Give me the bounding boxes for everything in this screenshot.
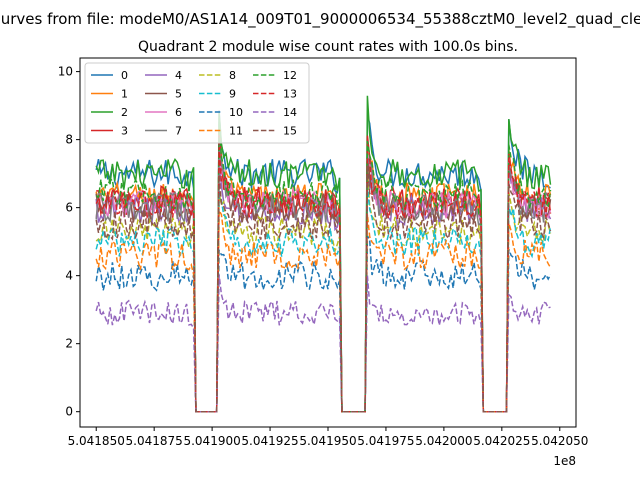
x-tick-label: 5.042050 xyxy=(531,434,588,448)
x-offset-label: 1e8 xyxy=(553,454,576,468)
x-tick-label: 5.041950 xyxy=(299,434,356,448)
y-tick-label: 0 xyxy=(65,405,73,419)
y-tick-label: 8 xyxy=(65,133,73,147)
legend-label: 12 xyxy=(283,69,297,82)
legend-label: 15 xyxy=(283,125,297,138)
chart-suptitle: Light curves from file: modeM0/AS1A14_00… xyxy=(0,10,640,29)
series-line-2 xyxy=(95,95,552,413)
y-tick-label: 10 xyxy=(58,65,73,79)
legend-label: 5 xyxy=(175,88,182,101)
legend-label: 13 xyxy=(283,88,297,101)
series-line-7 xyxy=(95,145,551,413)
legend-label: 14 xyxy=(283,106,297,119)
series-layer xyxy=(95,95,552,413)
y-tick-label: 2 xyxy=(65,337,73,351)
series-line-13 xyxy=(95,147,552,413)
legend-label: 9 xyxy=(229,88,236,101)
x-tick-label: 5.042000 xyxy=(415,434,472,448)
legend-label: 1 xyxy=(121,88,128,101)
legend-label: 4 xyxy=(175,69,182,82)
series-line-15 xyxy=(95,165,552,413)
legend-label: 3 xyxy=(121,125,128,138)
legend-label: 7 xyxy=(175,125,182,138)
legend-label: 11 xyxy=(229,125,243,138)
y-tick-label: 6 xyxy=(65,201,73,215)
x-tick-label: 5.041925 xyxy=(241,434,298,448)
legend-label: 8 xyxy=(229,69,236,82)
legend-label: 10 xyxy=(229,106,243,119)
x-tick-label: 5.041975 xyxy=(357,434,414,448)
x-tick-label: 5.041900 xyxy=(183,434,240,448)
legend-label: 6 xyxy=(175,106,182,119)
y-tick-label: 4 xyxy=(65,269,73,283)
legend-label: 2 xyxy=(121,106,128,119)
legend-box xyxy=(84,62,310,144)
x-tick-label: 5.042025 xyxy=(473,434,530,448)
ticks-layer: 5.041850 5.041875 5.041900 5.041925 5.041950… xyxy=(58,65,589,448)
x-tick-label: 5.041850 xyxy=(68,434,125,448)
series-line-11 xyxy=(95,207,552,413)
series-line-12 xyxy=(95,118,552,413)
x-tick-label: 5.041875 xyxy=(126,434,183,448)
chart-title: Quadrant 2 module wise count rates with … xyxy=(138,39,518,55)
legend-label: 0 xyxy=(121,69,128,82)
series-line-14 xyxy=(95,274,551,413)
